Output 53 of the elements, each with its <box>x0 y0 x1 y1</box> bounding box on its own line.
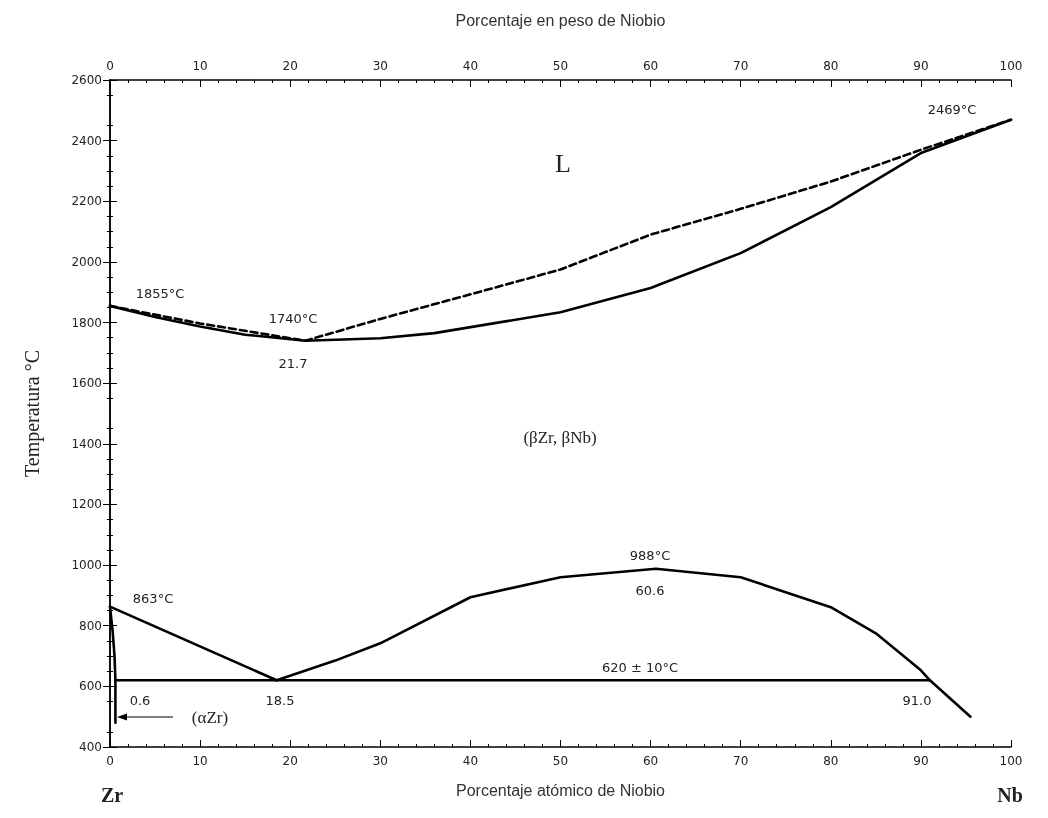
x-tick-label: 60 <box>642 754 659 768</box>
y-tick-label: 1400 <box>71 436 102 451</box>
x2-tick-label: 80 <box>823 59 839 73</box>
x2-tick-label: 20 <box>282 59 298 73</box>
y-axis-title: Temperatura °C <box>21 349 44 478</box>
x2-axis-title: Porcentaje en peso de Niobio <box>455 11 666 29</box>
annotation: 18.5 <box>265 692 295 708</box>
x-tick-label: 10 <box>192 754 208 768</box>
y-tick-label: 1000 <box>71 558 102 573</box>
annotation: (αZr) <box>191 707 229 727</box>
y-tick-label: 600 <box>79 679 102 694</box>
text: Nb <box>997 784 1023 806</box>
x2-tick-label: 60 <box>642 59 659 73</box>
y-tick-label: 800 <box>79 618 102 633</box>
x2-tick-label: 50 <box>552 59 569 73</box>
x2-tick-label: 40 <box>462 59 479 73</box>
text: Zr <box>100 784 124 806</box>
annotation: 988°C <box>629 547 671 563</box>
x-tick-label: 20 <box>282 754 298 768</box>
y-tick-label: 1600 <box>71 376 102 391</box>
y-tick-label: 2000 <box>71 254 102 269</box>
annotation: 2469°C <box>927 101 977 117</box>
y-tick-label: 1200 <box>71 497 102 512</box>
annotation: 21.7 <box>278 355 308 371</box>
x-tick-label: 50 <box>552 754 569 768</box>
x2-tick-label: 30 <box>372 59 388 73</box>
y-tick-label: 1800 <box>71 315 102 330</box>
x2-tick-label: 70 <box>733 59 749 73</box>
y-tick-label: 2400 <box>71 133 102 148</box>
x-tick-label: 30 <box>372 754 388 768</box>
y-tick-label: 400 <box>79 740 102 754</box>
x-tick-label: 80 <box>823 754 839 768</box>
x2-tick-label: 90 <box>913 59 929 73</box>
annotation: 60.6 <box>635 582 665 598</box>
x-tick-label: 90 <box>913 754 929 768</box>
annotation: 0.6 <box>129 692 151 708</box>
y-tick-label: 2200 <box>71 194 102 209</box>
x2-tick-label: 10 <box>192 59 208 73</box>
x-tick-label: 0 <box>106 754 114 768</box>
x-tick-label: 100 <box>999 754 1023 768</box>
annotation: 1740°C <box>268 310 318 326</box>
annotation: 863°C <box>132 590 174 606</box>
annotation: (βZr, βNb) <box>523 427 597 447</box>
annotation: 1855°C <box>135 285 185 301</box>
y-tick-label: 2600 <box>71 73 102 87</box>
x-axis-title: Porcentaje atómico de Niobio <box>455 781 666 799</box>
annotation: 91.0 <box>902 692 932 708</box>
annotation: L <box>555 148 571 178</box>
x-tick-label: 70 <box>733 754 749 768</box>
x-tick-label: 40 <box>462 754 479 768</box>
x2-tick-label: 0 <box>106 59 114 73</box>
x2-tick-label: 100 <box>999 59 1023 73</box>
annotation: 620 ± 10°C <box>601 659 679 675</box>
